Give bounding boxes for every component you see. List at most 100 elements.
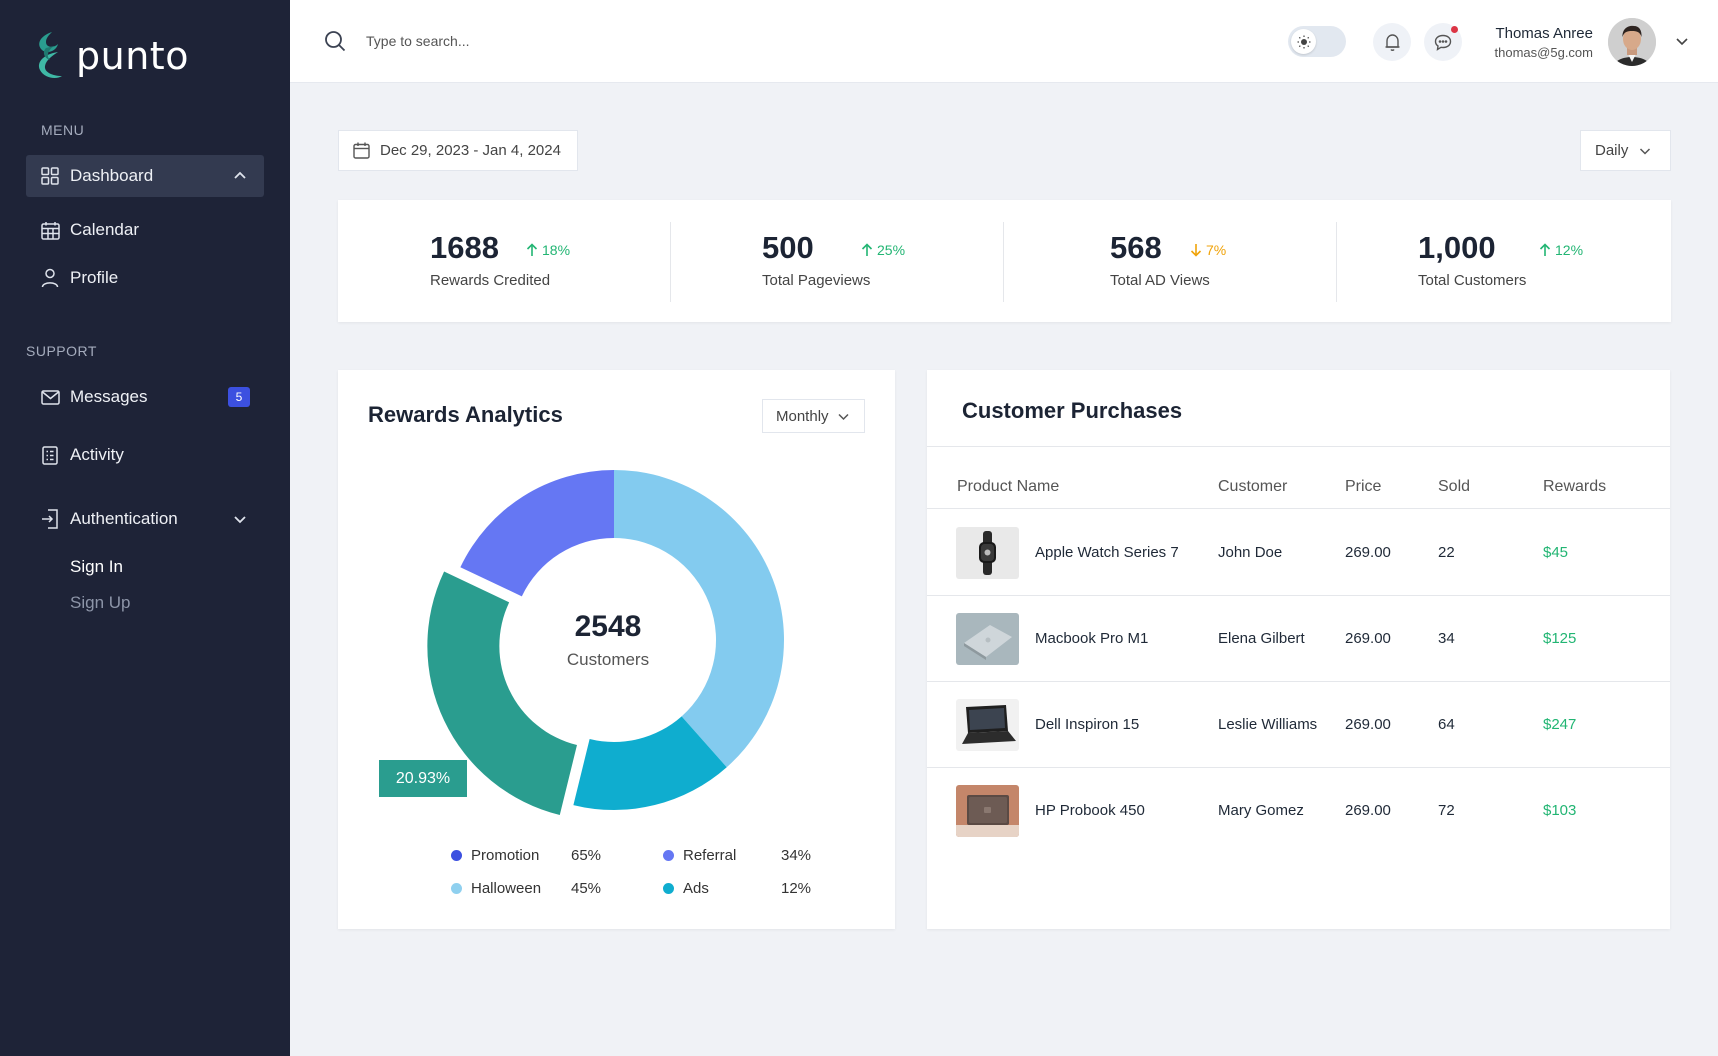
period-select[interactable]: Daily (1580, 130, 1671, 171)
avatar[interactable] (1608, 18, 1656, 66)
stat-divider (1336, 222, 1337, 302)
sidebar-item-label: Activity (70, 445, 124, 464)
cell-price: 269.00 (1345, 716, 1391, 733)
arrow-down-icon (1190, 244, 1202, 257)
stat-delta: 7% (1190, 242, 1226, 258)
cell-customer: Elena Gilbert (1218, 630, 1305, 647)
search-icon[interactable] (324, 30, 346, 52)
cell-reward: $45 (1543, 544, 1569, 561)
column-header-customer[interactable]: Customer (1218, 478, 1288, 495)
column-header-price[interactable]: Price (1345, 478, 1382, 495)
cell-product: Apple Watch Series 7 (1035, 544, 1179, 561)
brand-name: punto (76, 34, 189, 78)
legend-label: Halloween (471, 880, 542, 897)
bell-icon (1385, 33, 1399, 51)
legend-value: 34% (781, 847, 812, 864)
cell-sold: 72 (1438, 802, 1455, 819)
cell-product: HP Probook 450 (1035, 802, 1145, 819)
stat-label: Total Pageviews (762, 272, 871, 289)
sidebar-item-activity[interactable]: Activity (26, 434, 264, 476)
cell-price: 269.00 (1345, 802, 1391, 819)
stat-delta: 18% (526, 242, 570, 258)
column-header-sold[interactable]: Sold (1438, 478, 1471, 495)
top-header: Thomas Anree thomas@5g.com (290, 0, 1718, 83)
messages-button[interactable] (1424, 23, 1462, 61)
user-avatar-icon (1608, 18, 1656, 66)
stat-total-pageviews: 500 25% Total Pageviews (671, 200, 1004, 322)
sidebar-subitem-sign-up[interactable]: Sign Up (70, 593, 131, 612)
notifications-button[interactable] (1373, 23, 1411, 61)
chevron-down-icon (234, 516, 246, 524)
legend-item-halloween: Halloween (451, 880, 541, 897)
sidebar-item-label: Profile (70, 268, 119, 287)
table-row[interactable]: Apple Watch Series 7 John Doe 269.00 22 … (927, 509, 1670, 595)
brand-logo[interactable]: punto (32, 30, 189, 82)
search-input[interactable] (366, 26, 686, 56)
table-row[interactable]: Dell Inspiron 15 Leslie Williams 269.00 … (927, 681, 1670, 767)
cell-reward: $125 (1543, 630, 1577, 647)
stat-value: 500 (762, 230, 814, 265)
legend-label: Ads (683, 880, 709, 897)
sidebar-item-profile[interactable]: Profile (26, 257, 264, 299)
calendar-icon (40, 220, 60, 240)
unread-dot (1451, 26, 1458, 33)
sidebar: punto MENU Dashboard Calendar Profile SU… (0, 0, 290, 1056)
column-header-product[interactable]: Product Name (957, 478, 1060, 495)
theme-toggle[interactable] (1288, 26, 1346, 57)
donut-segment-cyan[interactable] (573, 716, 727, 810)
donut-highlight-badge: 20.93% (379, 760, 467, 797)
user-menu-chevron-icon[interactable] (1674, 33, 1690, 49)
stat-value: 1,000 (1418, 230, 1496, 265)
donut-segment-light-blue[interactable] (614, 470, 785, 768)
stat-delta-value: 25% (877, 242, 906, 258)
grid-icon (40, 166, 60, 186)
login-icon (40, 509, 60, 529)
period-select-value: Daily (1595, 142, 1629, 159)
legend-dot (451, 883, 462, 894)
cell-customer: Mary Gomez (1218, 802, 1304, 819)
cell-sold: 64 (1438, 716, 1455, 733)
rewards-period-select[interactable]: Monthly (762, 399, 865, 433)
mail-icon (40, 387, 60, 407)
sidebar-item-authentication[interactable]: Authentication (26, 498, 264, 540)
sidebar-item-label: Authentication (70, 509, 178, 528)
column-header-rewards[interactable]: Rewards (1543, 478, 1607, 495)
laptop-icon (956, 699, 1019, 751)
date-range-picker[interactable]: Dec 29, 2023 - Jan 4, 2024 (338, 130, 578, 171)
table-row[interactable]: Macbook Pro M1 Elena Gilbert 269.00 34 $… (927, 595, 1670, 681)
donut-chart (427, 470, 785, 815)
sidebar-item-dashboard[interactable]: Dashboard (26, 155, 264, 197)
divider (927, 446, 1670, 447)
legend-item-referral: Referral (663, 847, 736, 864)
user-icon (40, 268, 60, 288)
chevron-down-icon (1640, 147, 1651, 155)
stat-value: 568 (1110, 230, 1162, 265)
stat-delta-value: 7% (1206, 242, 1227, 258)
stat-label: Rewards Credited (430, 272, 551, 289)
table-row[interactable]: HP Probook 450 Mary Gomez 269.00 72 $103 (927, 767, 1670, 853)
stat-delta: 25% (861, 242, 905, 258)
arrow-up-icon (1539, 243, 1551, 256)
cell-reward: $247 (1543, 716, 1577, 733)
stat-value: 1688 (430, 230, 499, 265)
stat-delta-value: 12% (1555, 242, 1584, 258)
legend-dot (663, 883, 674, 894)
legend-value: 65% (571, 847, 602, 864)
legend-value: 45% (571, 880, 602, 897)
stat-divider (670, 222, 671, 302)
chevron-down-icon (838, 413, 849, 420)
divider (927, 767, 1670, 768)
sidebar-subitem-sign-in[interactable]: Sign In (70, 557, 123, 576)
arrow-up-icon (861, 243, 873, 256)
donut-segment-teal[interactable] (427, 571, 577, 815)
chevron-up-icon (234, 171, 246, 179)
sidebar-item-calendar[interactable]: Calendar (26, 209, 264, 251)
menu-section-label: MENU (41, 122, 85, 138)
sidebar-item-messages[interactable]: Messages 5 (26, 376, 264, 418)
divider (927, 508, 1670, 509)
activity-icon (40, 445, 60, 465)
logo-mark-icon (38, 32, 62, 78)
stat-label: Total Customers (1418, 272, 1527, 289)
donut-segment-indigo[interactable] (460, 470, 614, 597)
divider (927, 595, 1670, 596)
